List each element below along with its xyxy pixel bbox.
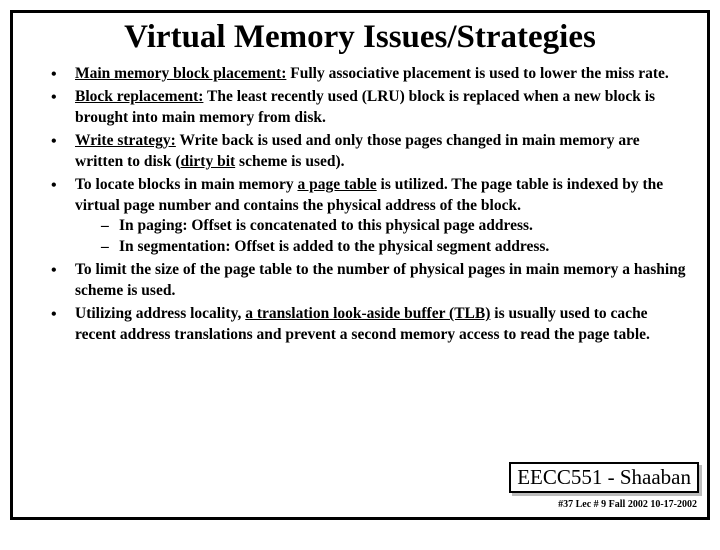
bullet-item: Write strategy: Write back is used and o…: [57, 131, 691, 173]
bullet-item: Utilizing address locality, a translatio…: [57, 304, 691, 346]
bullet-item: To locate blocks in main memory a page t…: [57, 175, 691, 259]
bullet-item: Main memory block placement: Fully assoc…: [57, 64, 691, 85]
underlined-text: Block replacement:: [75, 88, 203, 105]
footer-course-box: EECC551 - Shaaban: [509, 462, 699, 493]
slide-body: Main memory block placement: Fully assoc…: [29, 64, 691, 346]
body-text: scheme is used).: [235, 153, 344, 170]
sub-bullet-item: In paging: Offset is concatenated to thi…: [101, 216, 691, 237]
sub-bullet-list: In paging: Offset is concatenated to thi…: [75, 216, 691, 258]
body-text: Utilizing address locality,: [75, 305, 245, 322]
body-text: In paging: Offset is concatenated to thi…: [119, 217, 533, 234]
underlined-text: Write strategy:: [75, 132, 176, 149]
bullet-item: To limit the size of the page table to t…: [57, 260, 691, 302]
body-text: To locate blocks in main memory: [75, 176, 297, 193]
underlined-text: dirty bit: [180, 153, 235, 170]
footer-meta: #37 Lec # 9 Fall 2002 10-17-2002: [558, 499, 697, 510]
body-text: Fully associative placement is used to l…: [286, 65, 668, 82]
underlined-text: a translation look-aside buffer (TLB): [245, 305, 490, 322]
underlined-text: a page table: [297, 176, 376, 193]
underlined-text: Main memory block placement:: [75, 65, 286, 82]
body-text: In segmentation: Offset is added to the …: [119, 238, 549, 255]
bullet-list: Main memory block placement: Fully assoc…: [29, 64, 691, 346]
slide-frame: Virtual Memory Issues/Strategies Main me…: [10, 10, 710, 520]
bullet-item: Block replacement: The least recently us…: [57, 87, 691, 129]
body-text: To limit the size of the page table to t…: [75, 261, 686, 299]
slide-title: Virtual Memory Issues/Strategies: [29, 19, 691, 56]
sub-bullet-item: In segmentation: Offset is added to the …: [101, 237, 691, 258]
